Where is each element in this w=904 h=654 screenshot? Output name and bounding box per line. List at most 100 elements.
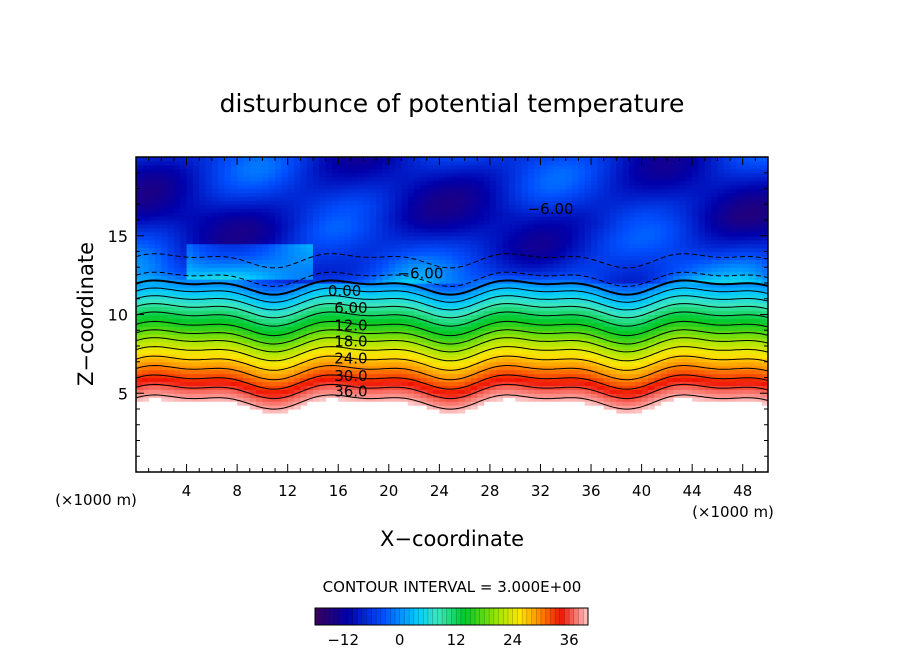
- colorbar-cell: [498, 608, 504, 625]
- y-tick-label: 10: [108, 306, 128, 325]
- colorbar-cell: [404, 608, 410, 625]
- colorbar-cell: [338, 608, 344, 625]
- contour-line: [136, 253, 768, 269]
- colorbar-cell: [578, 608, 584, 625]
- y-axis: 5 10 15: [108, 172, 768, 457]
- colorbar-cell: [456, 608, 462, 625]
- colorbar-cell: [470, 608, 476, 625]
- contour-label: 6.00: [334, 299, 367, 317]
- plot-area: [136, 157, 768, 414]
- colorbar-cell: [503, 608, 509, 625]
- colorbar-cell: [385, 608, 391, 625]
- colorbar-cell: [522, 608, 528, 625]
- colorbar-cell: [526, 608, 532, 625]
- colorbar-cell: [512, 608, 518, 625]
- colorbar-cell: [442, 608, 448, 625]
- x-tick-label: 24: [430, 482, 449, 500]
- colorbar-cell: [380, 608, 387, 625]
- chart-title: disturbunce of potential temperature: [220, 89, 685, 118]
- colorbar-cell: [423, 608, 429, 625]
- colorbar-cell: [399, 608, 405, 625]
- x-tick-label: 12: [278, 482, 297, 500]
- colorbar-cell: [507, 608, 514, 625]
- contour-line: [136, 303, 768, 319]
- colorbar-cell: [583, 608, 589, 625]
- x-unit-right: (×1000 m): [692, 503, 774, 521]
- colorbar-cell: [555, 608, 561, 625]
- colorbar-cell: [390, 608, 396, 625]
- contour-label: 24.0: [334, 350, 367, 368]
- colorbar-cell: [437, 608, 443, 625]
- colorbar-cell: [559, 608, 565, 625]
- x-unit-left: (×1000 m): [55, 491, 137, 509]
- contour-line: [136, 346, 768, 362]
- x-tick-label: 4: [182, 482, 192, 500]
- contour-line: [136, 337, 768, 353]
- x-tick-label: 40: [632, 482, 651, 500]
- x-tick-label: 8: [232, 482, 242, 500]
- contour-line: [136, 364, 768, 381]
- colorbar-cell: [536, 608, 542, 625]
- colorbar-cell: [465, 608, 471, 625]
- contour-label: 18.0: [334, 332, 367, 350]
- colorbar-cell: [573, 608, 579, 625]
- colorbar-cell: [475, 608, 481, 625]
- contour-line: [136, 279, 768, 296]
- colorbar-cell: [493, 608, 499, 625]
- colorbar-cell: [333, 608, 339, 625]
- colorbar-cell: [315, 608, 321, 625]
- colorbar-cell: [418, 608, 424, 625]
- colorbar-cell: [484, 608, 490, 625]
- colorbar-cell: [451, 608, 457, 625]
- colorbar-cell: [531, 608, 537, 625]
- colorbar-cell: [329, 608, 335, 625]
- x-tick-label: 48: [733, 482, 752, 500]
- x-axis-label: X−coordinate: [380, 527, 524, 551]
- colorbar-cell: [479, 608, 485, 625]
- x-tick-label: 44: [683, 482, 702, 500]
- colorbar-cell: [432, 608, 438, 625]
- colorbar-cell: [427, 608, 434, 625]
- contour-line: [136, 394, 768, 410]
- colorbar-cell: [446, 608, 452, 625]
- x-tick-label: 16: [329, 482, 348, 500]
- colorbar-cell: [362, 608, 368, 625]
- x-tick-label: 20: [379, 482, 398, 500]
- contour-line: [136, 329, 768, 345]
- colorbar-tick-label: 24: [503, 631, 522, 649]
- colorbar-tick-label: −12: [327, 631, 359, 649]
- contour-lines: [136, 253, 768, 410]
- x-tick-label: 36: [581, 482, 600, 500]
- contour-line: [136, 383, 768, 400]
- contour-label: 30.0: [334, 367, 367, 385]
- colorbar-cell: [409, 608, 415, 625]
- contour-line: [136, 374, 768, 390]
- contour-line: [136, 287, 768, 303]
- colorbar: −12 0 12 24 36: [314, 607, 589, 649]
- colorbar-cell: [319, 608, 325, 625]
- colorbar-cell: [517, 608, 523, 625]
- colorbar-cell: [545, 608, 551, 625]
- y-tick-label: 15: [108, 227, 128, 246]
- contour-interval-text: CONTOUR INTERVAL = 3.000E+00: [323, 578, 582, 596]
- contour-line: [136, 320, 768, 337]
- contour-line: [136, 311, 768, 327]
- contour-label: −6.00: [528, 200, 574, 218]
- x-axis: 4 8 12 16 20 24 28 32 36 40 44 48: [148, 157, 756, 500]
- colorbar-tick-label: 36: [560, 631, 579, 649]
- contour-line: [136, 271, 768, 287]
- colorbar-cell: [489, 608, 495, 625]
- colorbar-frame: [314, 607, 589, 626]
- y-axis-label: Z−coordinate: [74, 242, 98, 386]
- colorbar-cell: [371, 608, 377, 625]
- colorbar-cell: [550, 608, 556, 625]
- contour-line: [136, 295, 768, 311]
- y-tick-label: 5: [118, 384, 128, 403]
- colorbar-tick-label: 0: [395, 631, 405, 649]
- colorbar-cell: [376, 608, 382, 625]
- contour-label: 12.0: [334, 317, 367, 335]
- x-tick-label: 28: [480, 482, 499, 500]
- colorbar-cell: [357, 608, 363, 625]
